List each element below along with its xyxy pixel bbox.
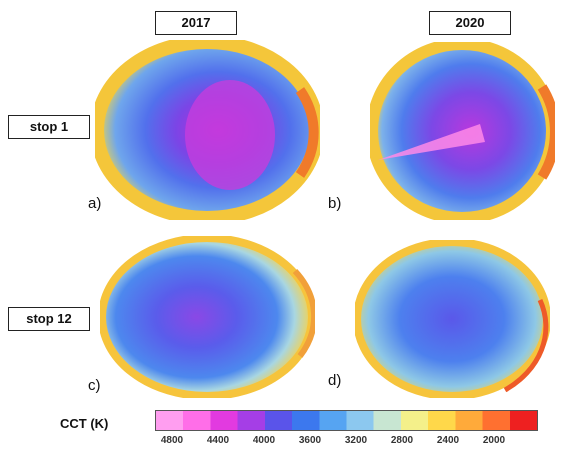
panel-letter-d: d) <box>328 372 342 389</box>
panel-d-stop12-2020-image <box>355 240 550 398</box>
column-header-2017: 2017 <box>155 11 237 35</box>
colorbar-title: CCT (K) <box>60 416 109 431</box>
colorbar-tick-label: 2000 <box>482 435 506 446</box>
colorbar-tick-label: 3200 <box>344 435 368 446</box>
colorbar-tick-label: 2800 <box>390 435 414 446</box>
row-label-stop-1: stop 1 <box>8 115 90 139</box>
panel-a-stop1-2017-image <box>95 40 320 220</box>
colorbar-tick-label: 2400 <box>436 435 460 446</box>
colorbar-tick-label: 3600 <box>298 435 322 446</box>
panel-c-stop12-2017-image <box>100 236 315 398</box>
colorbar-tick-label: 4400 <box>206 435 230 446</box>
column-header-2020: 2020 <box>429 11 511 35</box>
panel-letter-c: c) <box>88 377 101 394</box>
row-label-stop-12: stop 12 <box>8 307 90 331</box>
colorbar-tick-label: 4800 <box>160 435 184 446</box>
panel-letter-a: a) <box>88 195 102 212</box>
panel-b-stop1-2020-image <box>370 42 555 220</box>
cct-colorbar <box>155 410 538 431</box>
panel-letter-b: b) <box>328 195 342 212</box>
colorbar-tick-label: 4000 <box>252 435 276 446</box>
